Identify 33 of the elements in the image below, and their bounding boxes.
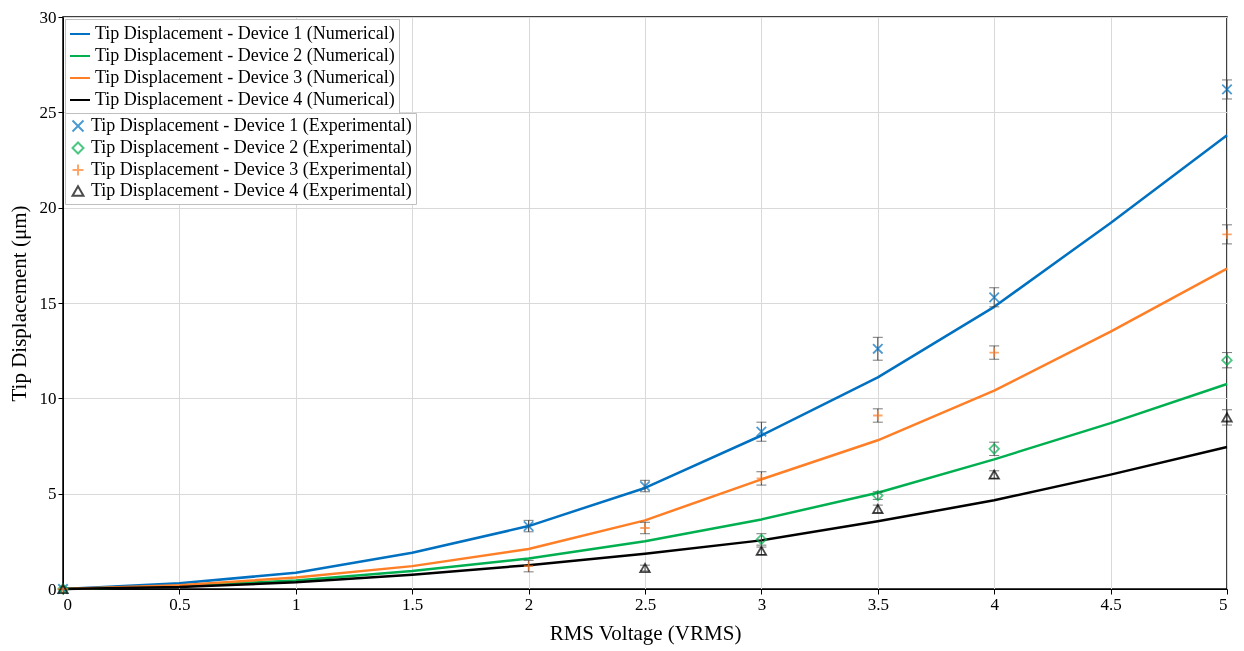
- point: [1221, 228, 1233, 240]
- point: [872, 343, 884, 355]
- y-axis-title: Tip Displacement (μm): [6, 205, 31, 402]
- legend-label: Tip Displacement - Device 3 (Numerical): [95, 67, 395, 88]
- point: [988, 291, 1000, 303]
- x-tick-label: 1.5: [402, 594, 424, 614]
- x-tick-label: 5: [1219, 594, 1228, 614]
- y-tick-label: 15: [39, 293, 57, 313]
- legend-label: Tip Displacement - Device 2 (Experimental): [91, 137, 412, 158]
- legend-label: Tip Displacement - Device 1 (Experimental): [91, 115, 412, 136]
- legend-label: Tip Displacement - Device 4 (Numerical): [95, 89, 395, 110]
- x-tick-label: 2.5: [634, 594, 657, 614]
- x-tick-label: 1: [292, 594, 301, 614]
- x-axis-title: RMS Voltage (VRMS): [549, 620, 742, 645]
- legend-label: Tip Displacement - Device 1 (Numerical): [95, 23, 395, 44]
- x-tick-label: 3.5: [867, 594, 889, 614]
- legend-label: Tip Displacement - Device 3 (Experimental): [91, 159, 412, 180]
- y-tick-label: 25: [39, 102, 57, 122]
- x-tick-label: 4.5: [1100, 594, 1122, 614]
- x-tick-label: 4: [990, 594, 1000, 614]
- y-tick-label: 20: [39, 198, 57, 218]
- x-tick-label: 0.5: [169, 594, 191, 614]
- x-tick-label: 3: [757, 594, 767, 614]
- y-tick-label: 10: [39, 388, 57, 408]
- x-tick-label: 0: [63, 594, 72, 614]
- legend-label: Tip Displacement - Device 4 (Experimental): [91, 180, 412, 201]
- point: [1221, 83, 1233, 96]
- y-tick-label: 5: [48, 484, 57, 504]
- y-tick-label: 30: [39, 7, 57, 27]
- x-tick-label: 2: [524, 594, 534, 614]
- point: [755, 426, 768, 438]
- legend-label: Tip Displacement - Device 2 (Numerical): [95, 45, 395, 66]
- y-tick-label: 0: [48, 579, 57, 599]
